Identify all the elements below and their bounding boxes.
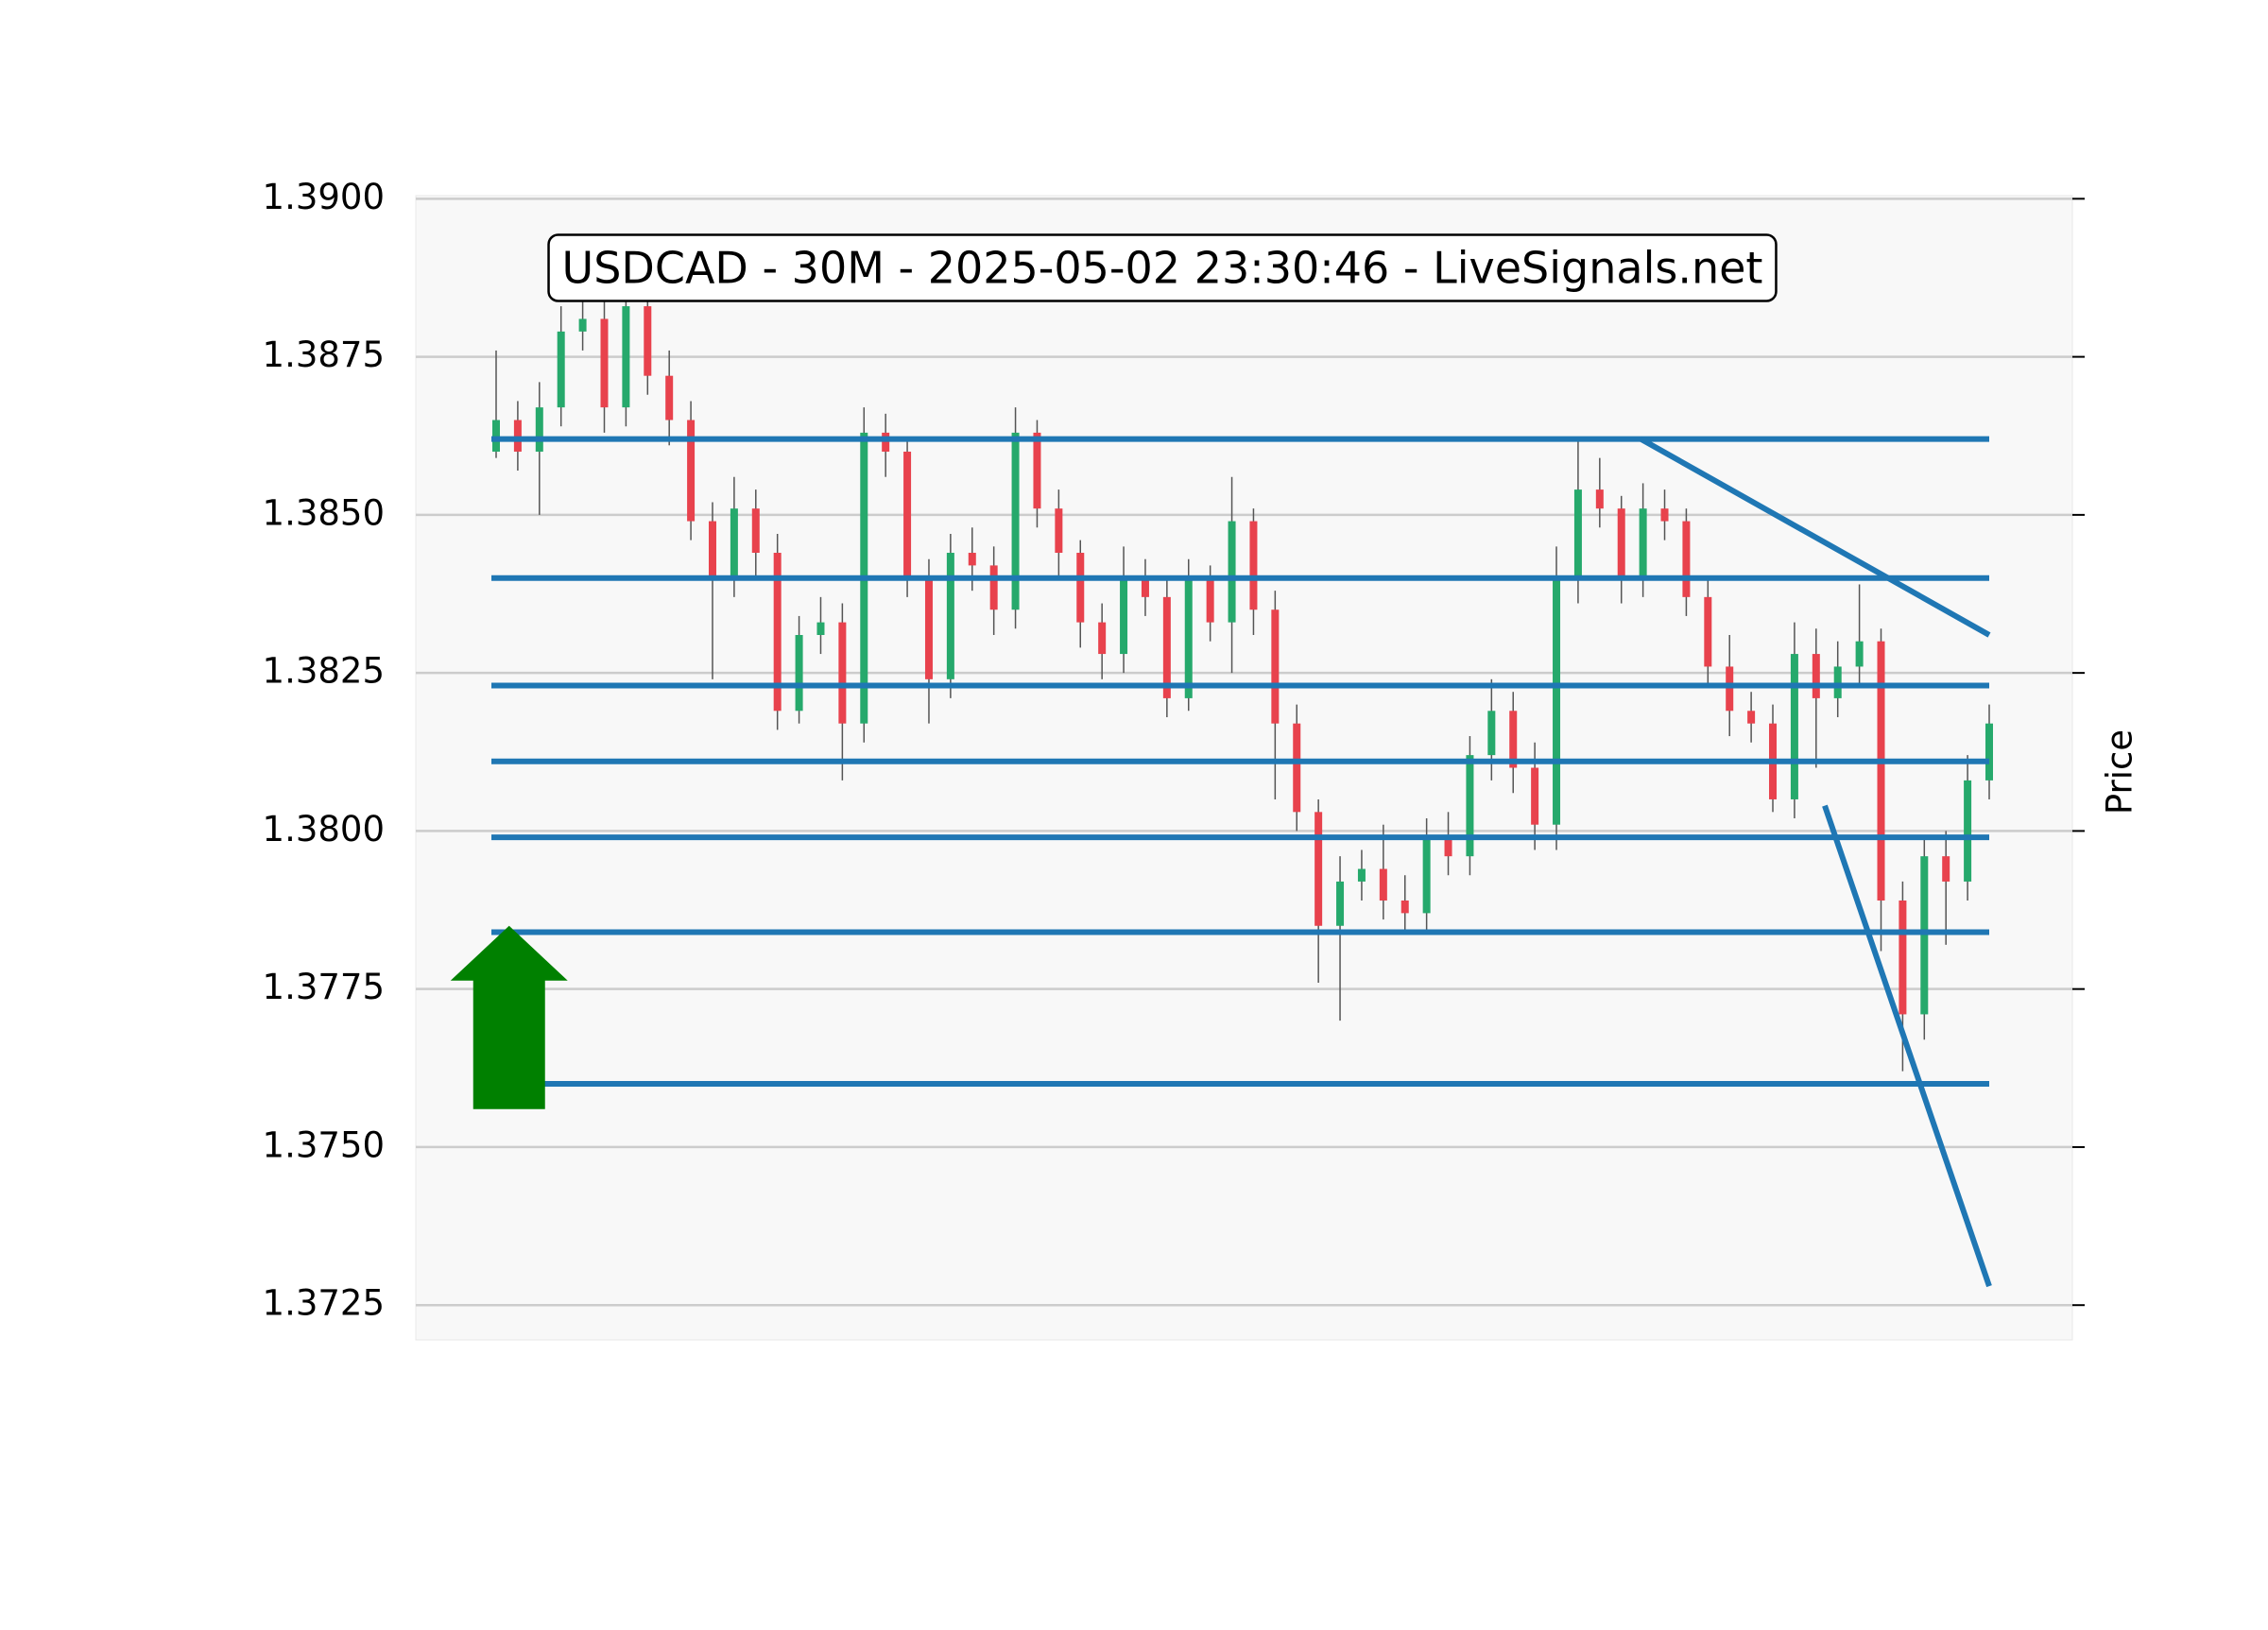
candle-body	[946, 553, 954, 679]
candle-body	[1704, 596, 1712, 667]
candle-body	[513, 420, 522, 452]
candle-body	[1726, 666, 1734, 712]
candle-body	[1314, 812, 1323, 926]
candle-body	[1228, 521, 1236, 623]
candle-body	[1055, 508, 1063, 554]
candle-body	[1011, 432, 1020, 610]
candle-body	[1400, 901, 1409, 914]
candle-body	[816, 622, 825, 635]
candle-body	[665, 375, 674, 420]
candle-body	[838, 622, 847, 724]
candle-body	[1899, 901, 1907, 1015]
candle-body	[492, 420, 500, 452]
candle-body	[622, 306, 630, 408]
candle-body	[1553, 577, 1561, 825]
candle-body	[1573, 489, 1582, 578]
candle-body	[1033, 432, 1041, 509]
candle-body	[1833, 666, 1842, 698]
y-tick-label: 1.3775	[263, 967, 385, 1007]
candle-body	[1942, 856, 1950, 882]
candle-body	[1595, 489, 1604, 509]
candle-body	[1985, 723, 1993, 781]
y-tick-label: 1.3850	[263, 492, 385, 533]
candle-body	[1812, 654, 1820, 698]
candle-body	[1249, 521, 1258, 610]
candle-body	[644, 306, 652, 376]
candle-body	[1660, 508, 1669, 522]
candle-body	[1336, 881, 1345, 926]
candle-body	[1920, 856, 1929, 1015]
candle-body	[600, 318, 609, 408]
candle-body	[1639, 508, 1647, 578]
candle-body	[1076, 553, 1085, 623]
candle-body	[1877, 641, 1885, 901]
candle-body	[687, 420, 696, 522]
candle-body	[1141, 577, 1149, 597]
candle-body	[557, 331, 565, 408]
candle-body	[1790, 654, 1798, 799]
candle-body	[1162, 596, 1171, 698]
candle-body	[989, 565, 998, 610]
candle-body	[1206, 577, 1214, 623]
candle-body	[1747, 711, 1756, 724]
trend-line	[1639, 436, 1991, 638]
candle-body	[751, 508, 760, 554]
signal-arrow	[450, 925, 568, 1109]
candle-body	[1357, 868, 1366, 882]
y-tick-label: 1.3800	[263, 809, 385, 849]
candle-body	[968, 553, 976, 566]
candle-body	[578, 318, 587, 332]
candle-body	[1184, 577, 1193, 698]
y-tick-label: 1.3875	[263, 335, 385, 375]
y-tick-label: 1.3750	[263, 1124, 385, 1165]
candle-body	[1098, 622, 1107, 655]
candle-body	[535, 407, 543, 452]
y-tick-label: 1.3900	[263, 177, 385, 217]
candle-body	[1422, 837, 1431, 914]
candle-body	[708, 521, 716, 578]
candle-body	[1682, 521, 1691, 597]
candle-body	[1120, 577, 1128, 655]
candle-body	[795, 634, 803, 712]
trend-line	[1822, 804, 1992, 1288]
candle-body	[1617, 508, 1625, 578]
candle-body	[1444, 837, 1452, 857]
candle-body	[1466, 755, 1474, 857]
candle-body	[1487, 711, 1496, 756]
candle-body	[1271, 609, 1280, 724]
candle-body	[1531, 767, 1539, 825]
y-axis-label: Price	[2100, 729, 2140, 815]
plot-area	[415, 195, 2073, 1341]
candle-body	[1855, 641, 1864, 667]
candle-body	[1379, 868, 1387, 901]
candle-body	[882, 432, 890, 452]
candle-body	[924, 577, 933, 679]
y-tick-label: 1.3825	[263, 651, 385, 692]
candle-body	[773, 553, 782, 712]
title-box	[547, 233, 1778, 302]
candle-body	[1509, 711, 1518, 768]
candle-body	[730, 508, 738, 578]
candle-body	[903, 451, 912, 578]
candle-body	[1293, 723, 1301, 813]
y-tick-label: 1.3725	[263, 1283, 385, 1324]
chart-title: USDCAD - 30M - 2025-05-02 23:30:46 - Liv…	[562, 243, 1763, 294]
candle-body	[1964, 780, 1972, 882]
